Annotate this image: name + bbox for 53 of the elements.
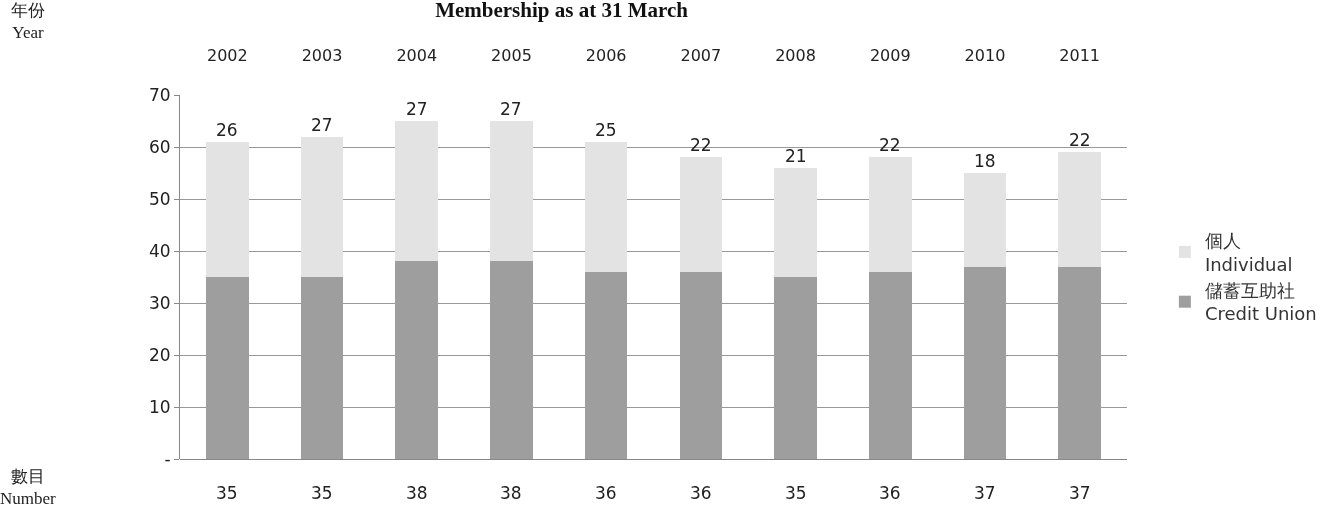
x-tick-label: 2002 bbox=[206, 45, 248, 65]
bar bbox=[395, 121, 439, 262]
bar bbox=[868, 157, 912, 272]
legend-label: 儲蓄互助社 Credit Union bbox=[1204, 280, 1317, 325]
x-tick-label: 2006 bbox=[585, 45, 627, 65]
data-label: 21 bbox=[785, 146, 807, 166]
data-label: 25 bbox=[595, 120, 617, 140]
data-label: 36 bbox=[879, 483, 901, 503]
x-tick-label: 2010 bbox=[964, 45, 1006, 65]
bar bbox=[490, 121, 533, 262]
text: 數目 Number bbox=[0, 467, 57, 509]
bar bbox=[300, 136, 344, 277]
bar bbox=[963, 173, 1007, 267]
data-label: 36 bbox=[690, 483, 712, 503]
data-label: 35 bbox=[216, 483, 238, 503]
data-label: 18 bbox=[974, 151, 996, 171]
y-tick-label: 30 bbox=[148, 292, 171, 313]
data-label: 22 bbox=[1069, 130, 1091, 150]
chart-title: Membership as at 31 March bbox=[435, 0, 689, 23]
y-tick-label: 40 bbox=[148, 240, 171, 261]
y-tick-label: 60 bbox=[148, 136, 171, 157]
bar bbox=[774, 167, 817, 277]
data-label: 22 bbox=[690, 135, 712, 155]
bar bbox=[584, 141, 628, 272]
y-tick-label: 20 bbox=[148, 344, 171, 365]
data-label: 38 bbox=[406, 483, 428, 503]
bar bbox=[206, 141, 249, 277]
x-tick-label: 2009 bbox=[869, 45, 911, 65]
data-label: 38 bbox=[500, 483, 522, 503]
data-label: 35 bbox=[311, 483, 333, 503]
text: 年份 Year bbox=[11, 1, 45, 43]
x-tick-label: 2004 bbox=[396, 45, 438, 65]
y-tick-label: 70 bbox=[148, 84, 171, 105]
data-label: 35 bbox=[785, 483, 807, 503]
data-label: 26 bbox=[216, 120, 238, 140]
data-label: 27 bbox=[406, 99, 428, 119]
x-tick-label: 2008 bbox=[775, 45, 816, 65]
data-label: 22 bbox=[879, 135, 901, 155]
x-tick-label: 2011 bbox=[1059, 45, 1101, 65]
y-tick-label: - bbox=[164, 448, 171, 469]
x-tick-label: 2003 bbox=[301, 45, 343, 65]
x-tick-label: 2007 bbox=[680, 45, 722, 65]
data-label: 27 bbox=[500, 99, 522, 119]
bar bbox=[1058, 152, 1101, 267]
x-tick-label: 2005 bbox=[491, 45, 532, 65]
data-label: 36 bbox=[595, 483, 617, 503]
legend-label: 個人 Individual bbox=[1204, 230, 1293, 275]
bar bbox=[679, 157, 723, 272]
data-label: 37 bbox=[1069, 483, 1091, 503]
data-label: 37 bbox=[974, 483, 996, 503]
y-tick-label: 50 bbox=[148, 188, 171, 209]
data-label: 27 bbox=[311, 115, 333, 135]
y-tick-label: 10 bbox=[148, 396, 171, 417]
